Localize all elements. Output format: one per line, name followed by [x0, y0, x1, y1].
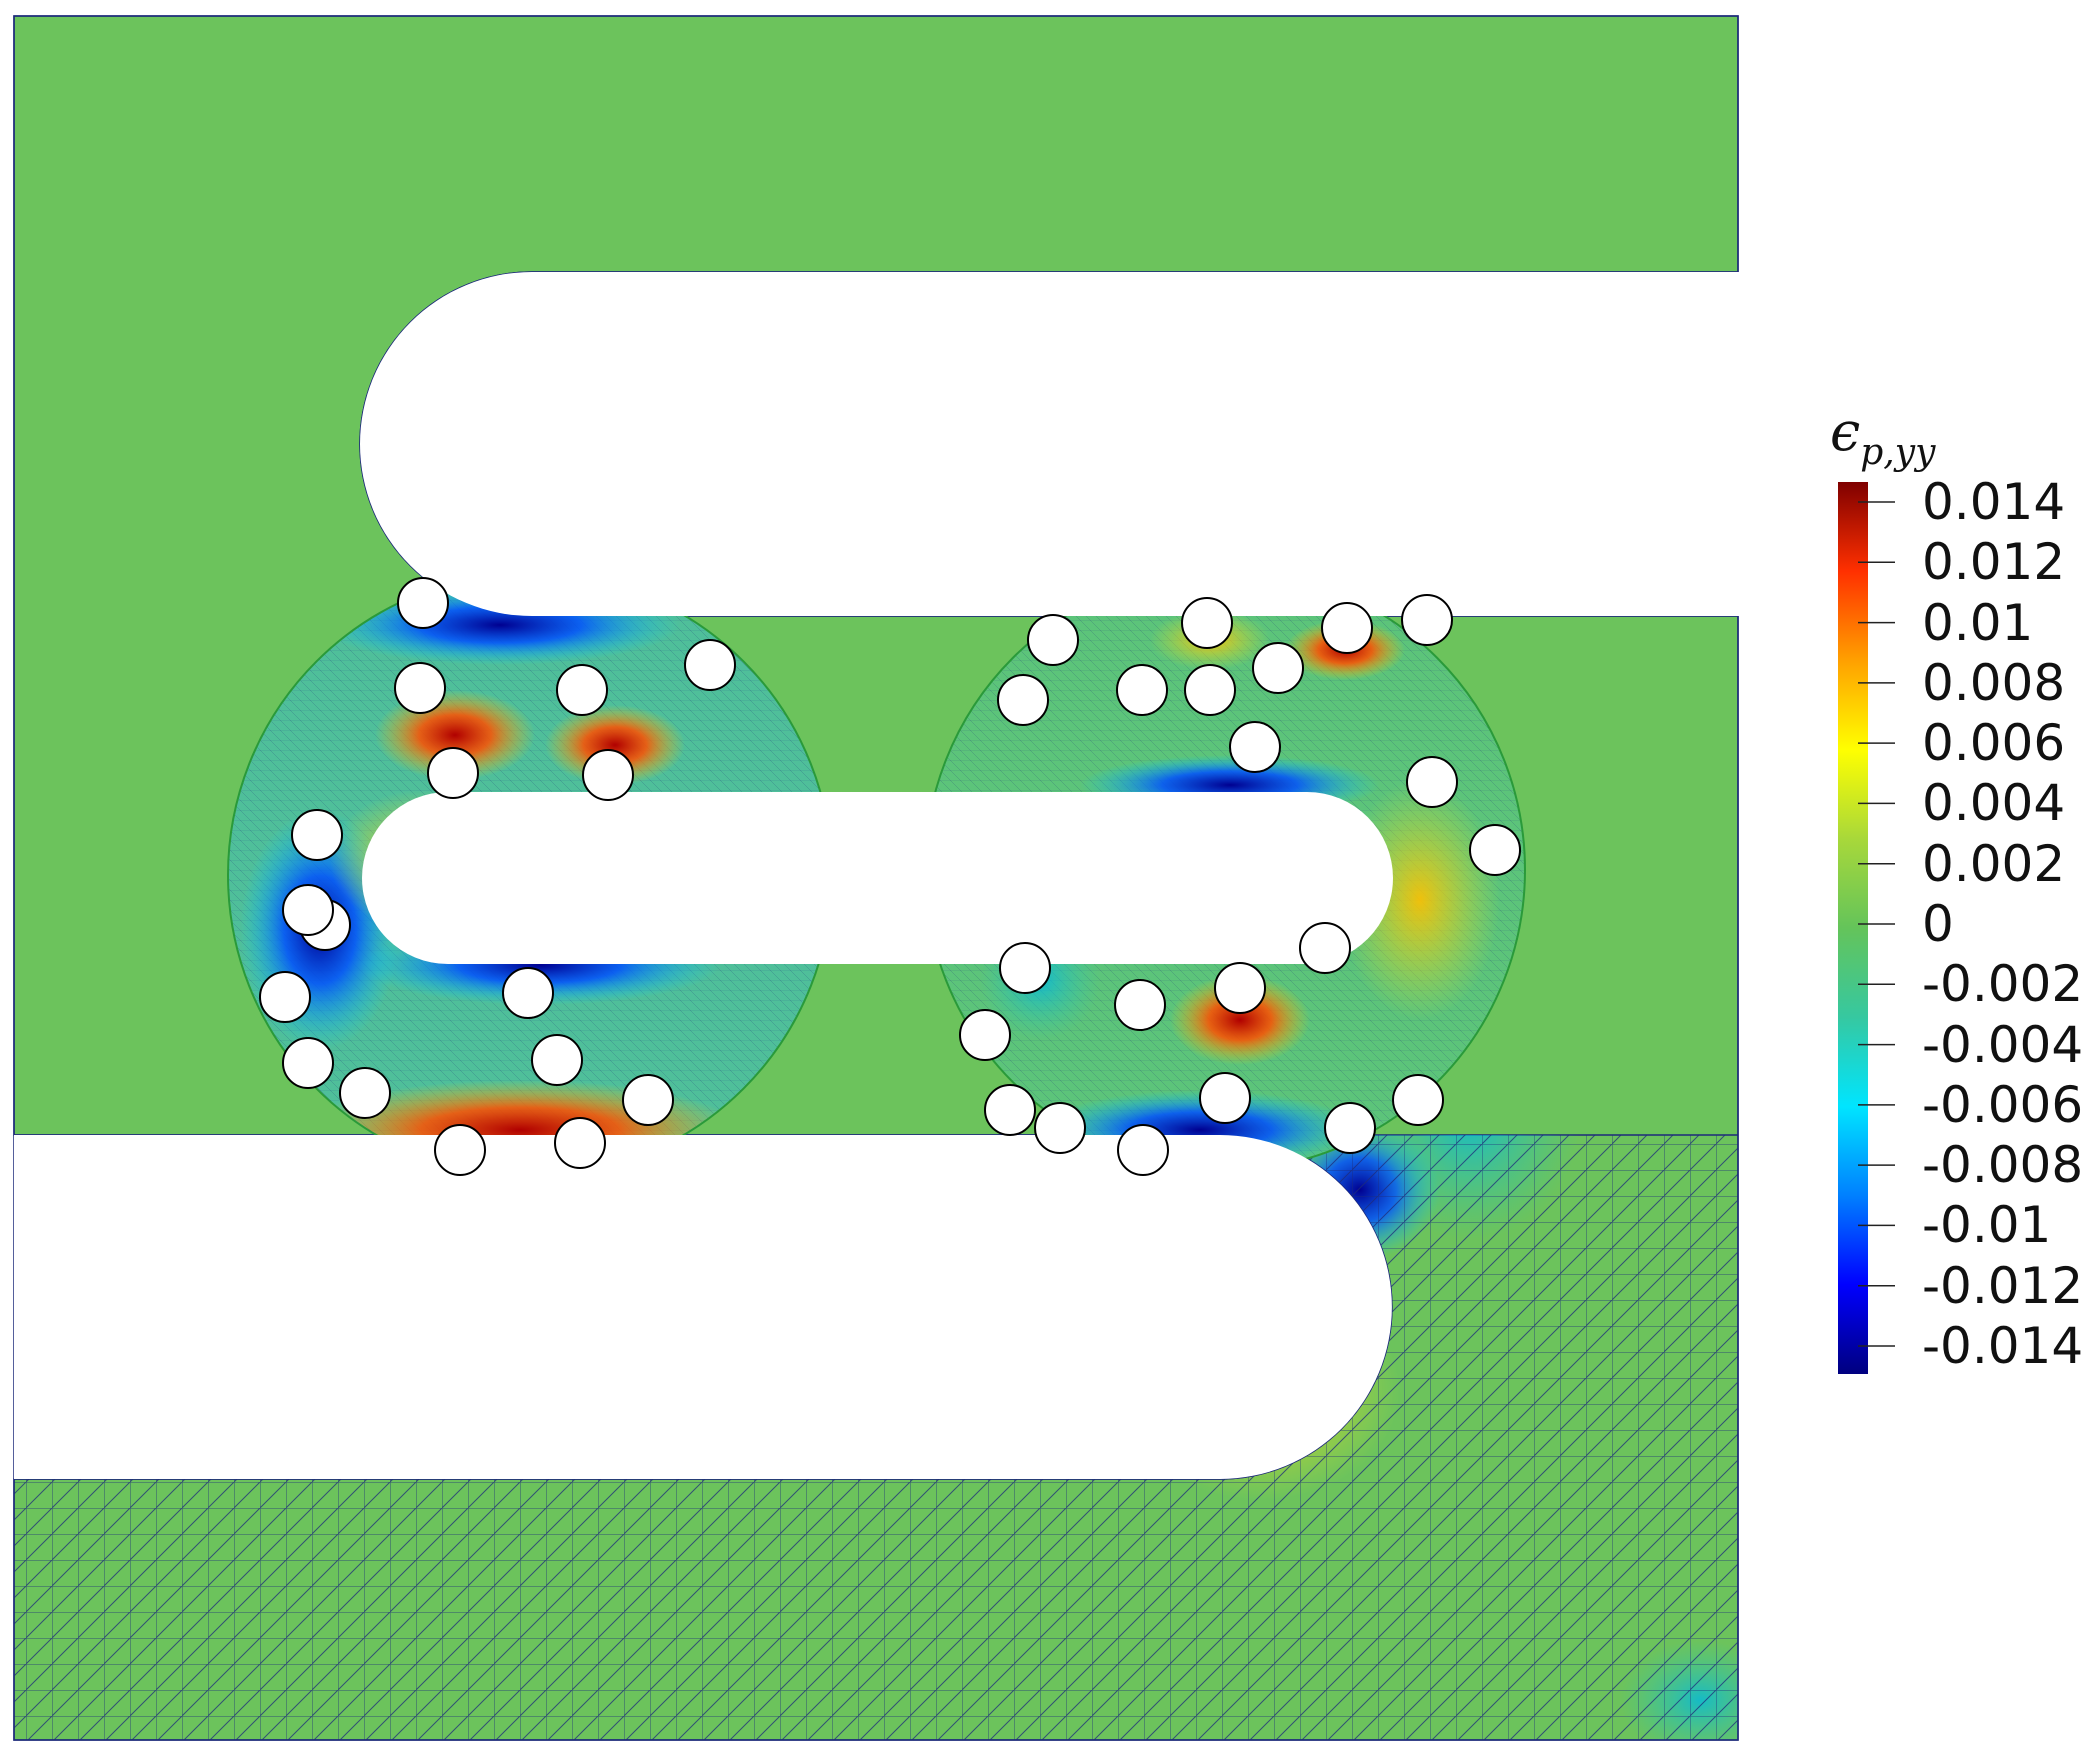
particle-hole — [582, 749, 634, 801]
particle-hole — [1469, 824, 1521, 876]
particle-hole — [1324, 1102, 1376, 1154]
particle-hole — [1027, 614, 1079, 666]
particle-hole — [531, 1034, 583, 1086]
particle-hole — [556, 664, 608, 716]
particle-hole — [622, 1074, 674, 1126]
colorbar-tick-label: 0.002 — [1922, 834, 2066, 893]
particle-hole — [684, 639, 736, 691]
particle-hole — [1214, 962, 1266, 1014]
colorbar-tick-label: -0.004 — [1922, 1015, 2084, 1074]
particle-hole — [259, 971, 311, 1023]
particle-hole — [339, 1067, 391, 1119]
colorbar-tick-label: -0.006 — [1922, 1075, 2084, 1134]
colorbar-tick-label: 0.014 — [1922, 473, 2066, 531]
colorbar — [1838, 482, 1895, 1374]
colorbar-gradient — [1838, 482, 1868, 1374]
particle-hole — [1321, 602, 1373, 654]
colorbar-title-subscript: p,yy — [1860, 432, 1936, 473]
particle-hole — [984, 1084, 1036, 1136]
particle-hole — [1299, 922, 1351, 974]
particle-hole — [1401, 594, 1453, 646]
colorbar-tick-label: -0.012 — [1922, 1256, 2084, 1315]
colorbar-ticks — [1858, 501, 1895, 1347]
colorbar-tick-label: -0.008 — [1922, 1136, 2084, 1195]
colorbar-tick-label: 0.006 — [1922, 714, 2066, 773]
particle-hole — [999, 942, 1051, 994]
colorbar-tick-label: 0.012 — [1922, 533, 2066, 592]
particle-hole — [1117, 1124, 1169, 1176]
colorbar-tick-label: -0.01 — [1922, 1196, 2052, 1255]
particle-hole — [502, 967, 554, 1019]
colorbar-title: ϵp,yy — [1830, 400, 1935, 473]
particle-hole — [434, 1124, 486, 1176]
geometry-holes — [14, 272, 2094, 1479]
colorbar-tick-label: 0.008 — [1922, 653, 2066, 712]
particle-hole — [1252, 642, 1304, 694]
particle-hole — [1392, 1074, 1444, 1126]
particle-hole — [1229, 721, 1281, 773]
particle-holes — [259, 577, 1521, 1176]
particle-hole — [397, 577, 449, 629]
particle-hole — [1199, 1072, 1251, 1124]
particle-hole — [554, 1117, 606, 1169]
colorbar-tick-label: -0.014 — [1922, 1317, 2084, 1375]
particle-hole — [959, 1009, 1011, 1061]
particle-hole — [1181, 597, 1233, 649]
particle-hole — [1116, 664, 1168, 716]
colorbar-tick-label: 0 — [1922, 895, 1954, 953]
particle-hole — [427, 747, 479, 799]
particle-hole — [997, 674, 1049, 726]
colorbar-title-symbol: ϵ — [1830, 400, 1861, 463]
particle-hole — [1114, 979, 1166, 1031]
particle-hole — [282, 884, 334, 936]
particle-hole — [291, 809, 343, 861]
particle-hole — [1034, 1102, 1086, 1154]
particle-hole — [1406, 756, 1458, 808]
colorbar-tick-label: -0.002 — [1922, 955, 2084, 1014]
colorbar-tick-label: 0.01 — [1922, 593, 2034, 652]
particle-hole — [394, 662, 446, 714]
particle-hole — [1184, 664, 1236, 716]
colorbar-tick-label: 0.004 — [1922, 774, 2066, 833]
particle-hole — [282, 1037, 334, 1089]
